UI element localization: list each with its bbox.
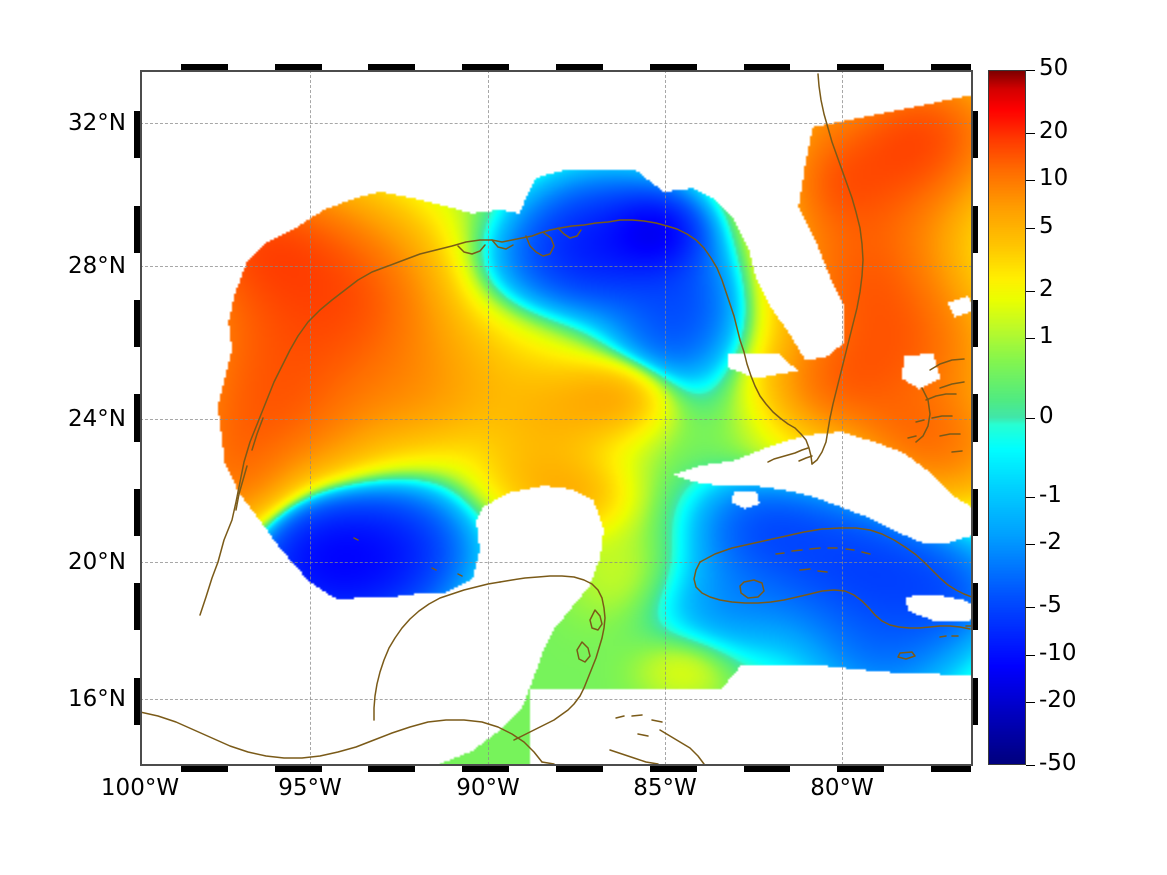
ytick-label-0: 32°N — [68, 110, 126, 136]
frame-tick-segment — [274, 765, 322, 772]
gridline-lat-24 — [140, 419, 972, 420]
frame-tick-segment — [274, 64, 322, 71]
colorbar-tick-label-5: 1 — [1039, 323, 1054, 350]
colorbar-tick-12 — [1026, 765, 1035, 766]
ytick-label-4: 16°N — [68, 686, 126, 712]
gridline-lon-95w — [310, 70, 311, 765]
gridline-lat-20 — [140, 562, 972, 563]
ytick-label-1: 28°N — [68, 253, 126, 279]
map-frame-bottom — [134, 765, 978, 772]
coastline-overlay — [140, 73, 972, 765]
frame-tick-segment — [134, 583, 141, 631]
frame-tick-segment — [134, 677, 141, 725]
colorbar-tick-6 — [1026, 417, 1035, 419]
ytick-label-3: 20°N — [68, 549, 126, 575]
colorbar-tick-label-9: -5 — [1039, 591, 1062, 618]
frame-tick-segment — [462, 64, 510, 71]
frame-tick-segment — [743, 64, 791, 71]
colorbar-tick-label-7: -1 — [1039, 481, 1062, 508]
frame-tick-segment — [368, 64, 416, 71]
colorbar-tick-label-11: -20 — [1039, 687, 1077, 714]
colorbar-tick-11 — [1026, 702, 1035, 704]
frame-tick-segment — [134, 111, 141, 159]
colorbar-tick-2 — [1026, 180, 1035, 182]
gridline-lon-90w — [488, 70, 489, 765]
colorbar[interactable] — [988, 70, 1026, 765]
frame-tick-segment — [134, 488, 141, 536]
gridline-lat-32 — [140, 123, 972, 124]
frame-tick-segment — [971, 583, 978, 631]
frame-tick-segment — [743, 765, 791, 772]
map-data-area — [140, 70, 972, 765]
frame-tick-segment — [837, 64, 885, 71]
colorbar-tick-label-10: -10 — [1039, 639, 1077, 666]
frame-tick-segment — [134, 300, 141, 348]
xtick-label-2: 90°W — [456, 775, 520, 801]
gridline-lon-80w — [842, 70, 843, 765]
frame-tick-segment — [368, 765, 416, 772]
frame-tick-segment — [931, 64, 978, 71]
frame-tick-segment — [971, 488, 978, 536]
xtick-label-4: 80°W — [810, 775, 874, 801]
xtick-label-1: 95°W — [278, 775, 342, 801]
frame-tick-segment — [180, 765, 228, 772]
frame-tick-segment — [180, 64, 228, 71]
map-axes[interactable] — [140, 70, 972, 765]
frame-tick-segment — [971, 300, 978, 348]
frame-tick-segment — [971, 205, 978, 253]
colorbar-tick-8 — [1026, 544, 1035, 546]
frame-tick-segment — [971, 394, 978, 442]
frame-tick-segment — [649, 765, 697, 772]
frame-tick-segment — [134, 394, 141, 442]
colorbar-tick-label-6: 0 — [1039, 402, 1054, 429]
map-frame-left — [134, 64, 141, 772]
colorbar-tick-label-4: 2 — [1039, 275, 1054, 302]
gridline-lon-85w — [665, 70, 666, 765]
gridline-lat-16 — [140, 699, 972, 700]
frame-tick-segment — [971, 111, 978, 159]
colorbar-tick-label-8: -2 — [1039, 529, 1062, 556]
colorbar-tick-label-0: 50 — [1039, 55, 1069, 81]
frame-tick-segment — [556, 64, 603, 71]
axes-spine-right — [971, 70, 973, 766]
colorbar-tick-9 — [1026, 606, 1035, 608]
frame-tick-segment — [556, 765, 603, 772]
colorbar-tick-4 — [1026, 290, 1035, 292]
colorbar-tick-10 — [1026, 654, 1035, 656]
frame-tick-segment — [649, 64, 697, 71]
colorbar-tick-7 — [1026, 496, 1035, 498]
frame-tick-segment — [837, 765, 885, 772]
colorbar-tick-label-1: 20 — [1039, 117, 1069, 144]
ytick-label-2: 24°N — [68, 406, 126, 432]
map-frame-right — [971, 64, 978, 772]
frame-tick-segment — [931, 765, 978, 772]
colorbar-tick-5 — [1026, 338, 1035, 340]
colorbar-tick-1 — [1026, 132, 1035, 134]
axes-spine-top — [140, 70, 973, 72]
frame-tick-segment — [134, 205, 141, 253]
colorbar-tick-label-3: 5 — [1039, 213, 1054, 240]
colorbar-tick-0 — [1026, 70, 1035, 71]
colorbar-tick-label-2: 10 — [1039, 165, 1069, 192]
axes-spine-left — [140, 70, 142, 766]
colorbar-tick-3 — [1026, 228, 1035, 230]
xtick-label-3: 85°W — [633, 775, 697, 801]
map-frame-top — [134, 64, 978, 71]
scalar-field-heatmap — [140, 70, 972, 765]
gridline-lat-28 — [140, 266, 972, 267]
xtick-label-0: 100°W — [100, 775, 180, 801]
colorbar-tick-label-12: -50 — [1039, 750, 1077, 776]
frame-tick-segment — [462, 765, 510, 772]
frame-tick-segment — [971, 677, 978, 725]
axes-spine-bottom — [140, 764, 973, 766]
